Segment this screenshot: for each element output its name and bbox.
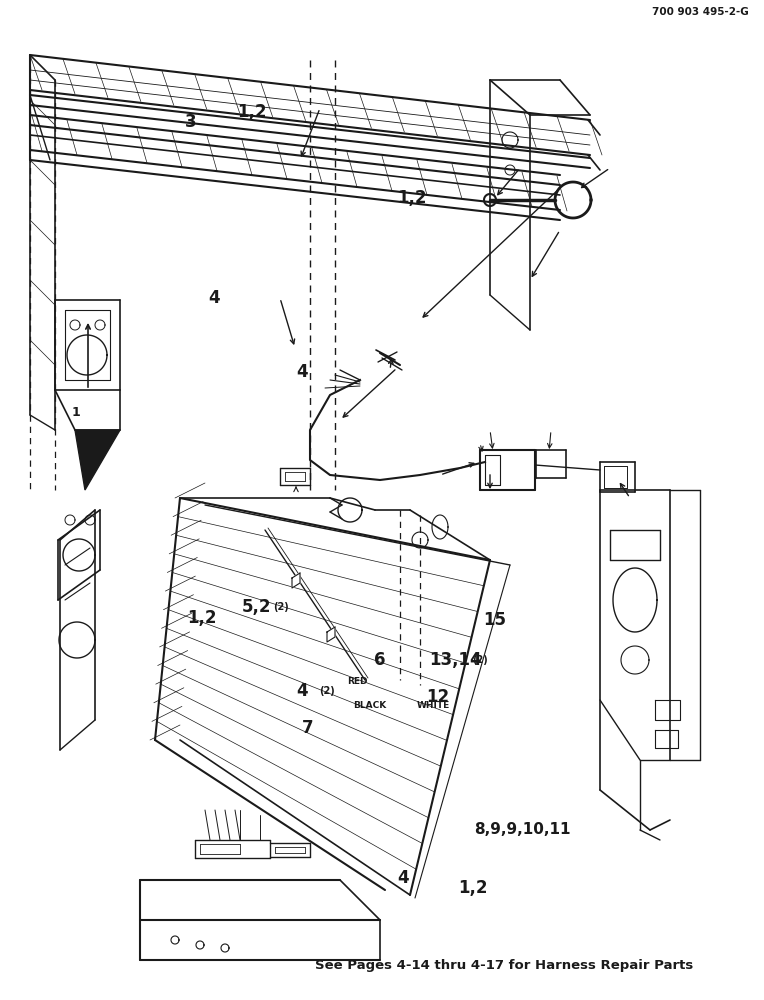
Polygon shape [75,430,120,490]
Text: 1,2: 1,2 [187,609,217,627]
Text: 4: 4 [208,289,219,307]
Text: (2): (2) [472,655,488,665]
Text: See Pages 4-14 thru 4-17 for Harness Repair Parts: See Pages 4-14 thru 4-17 for Harness Rep… [315,958,694,972]
Text: 12: 12 [426,688,449,706]
Text: 1,2: 1,2 [397,189,427,207]
Polygon shape [327,627,335,642]
Text: 6: 6 [374,651,386,669]
Text: (2): (2) [319,686,335,696]
Text: 15: 15 [483,611,506,629]
Text: 5,2: 5,2 [241,598,271,616]
Text: WHITE: WHITE [416,702,450,710]
Text: RED: RED [348,676,368,686]
Text: 3: 3 [185,113,196,131]
Text: (2): (2) [274,602,290,612]
Text: 1,2: 1,2 [458,879,488,897]
Text: 700 903 495-2-G: 700 903 495-2-G [652,7,749,17]
Text: 4: 4 [296,363,308,381]
Polygon shape [292,573,300,588]
Text: BLACK: BLACK [353,702,387,710]
Text: 7: 7 [302,719,313,737]
Text: 1,2: 1,2 [237,103,267,121]
Text: 4: 4 [296,682,308,700]
Text: 13,14: 13,14 [429,651,482,669]
Text: 8,9,9,10,11: 8,9,9,10,11 [474,822,570,838]
Text: 1: 1 [72,406,81,418]
Text: 4: 4 [397,869,409,887]
